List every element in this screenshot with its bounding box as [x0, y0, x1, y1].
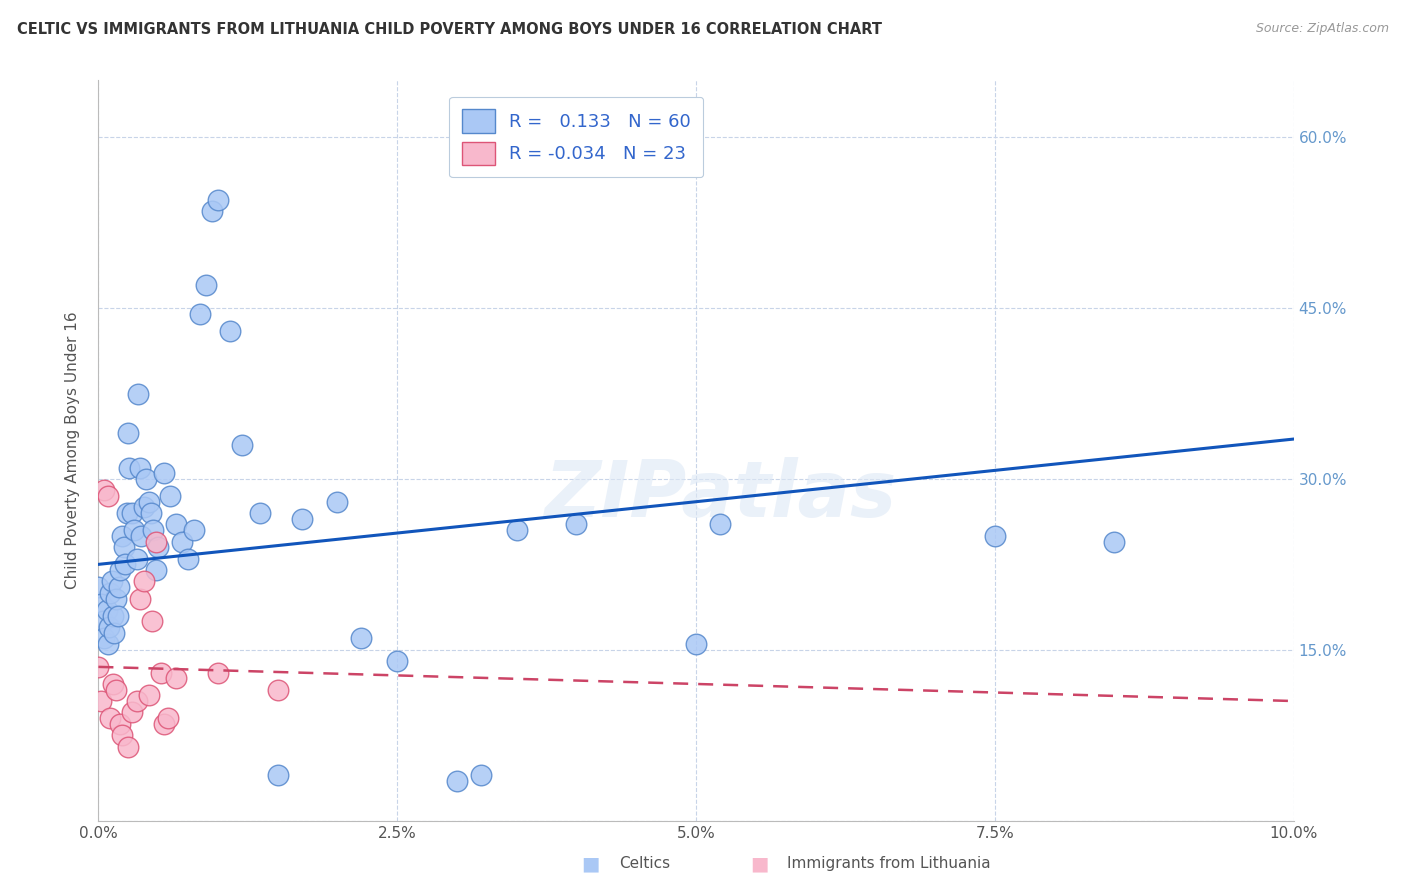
Point — [117, 426, 139, 441]
Point — [101, 608, 124, 623]
Point — [131, 529, 153, 543]
Point — [149, 665, 172, 680]
Point — [105, 682, 128, 697]
Point — [385, 654, 409, 668]
Point — [129, 591, 152, 606]
Point — [87, 580, 110, 594]
Point — [96, 603, 118, 617]
Point — [87, 660, 110, 674]
Point — [249, 506, 271, 520]
Point — [195, 278, 218, 293]
Point — [231, 438, 253, 452]
Point — [93, 632, 115, 646]
Point — [111, 529, 134, 543]
Point — [145, 563, 167, 577]
Point — [121, 506, 143, 520]
Point — [105, 591, 128, 606]
Point — [153, 467, 176, 481]
Point — [101, 677, 124, 691]
Point — [267, 682, 290, 697]
Point — [291, 512, 314, 526]
Point — [183, 523, 205, 537]
Point — [138, 494, 160, 508]
Point — [156, 711, 179, 725]
Point — [139, 506, 162, 520]
Point — [132, 500, 155, 515]
Point — [103, 625, 125, 640]
Point — [142, 523, 165, 537]
Point — [153, 716, 176, 731]
Point — [107, 608, 129, 623]
Point — [207, 665, 229, 680]
Point — [125, 694, 148, 708]
Point — [267, 768, 290, 782]
Point — [90, 694, 112, 708]
Point — [141, 615, 163, 629]
Point — [93, 483, 115, 498]
Point — [177, 551, 200, 566]
Text: Immigrants from Lithuania: Immigrants from Lithuania — [787, 856, 991, 871]
Point — [129, 460, 152, 475]
Point — [326, 494, 349, 508]
Point — [165, 517, 187, 532]
Point — [446, 773, 468, 788]
Point — [685, 637, 707, 651]
Point — [709, 517, 731, 532]
Point — [107, 580, 129, 594]
Point — [98, 586, 122, 600]
Point — [125, 551, 148, 566]
Point — [132, 574, 155, 589]
Point — [138, 689, 160, 703]
Point — [117, 739, 139, 754]
Point — [118, 460, 141, 475]
Point — [470, 768, 492, 782]
Point — [115, 506, 138, 520]
Point — [145, 534, 167, 549]
Point — [127, 386, 149, 401]
Point — [207, 193, 229, 207]
Point — [91, 615, 114, 629]
Text: ■: ■ — [581, 854, 600, 873]
Point — [201, 204, 224, 219]
Point — [108, 563, 131, 577]
Point — [97, 489, 120, 503]
Point — [565, 517, 588, 532]
Point — [219, 324, 242, 338]
Point — [984, 529, 1007, 543]
Point — [350, 632, 373, 646]
Point — [97, 637, 120, 651]
Point — [1104, 534, 1126, 549]
Text: Source: ZipAtlas.com: Source: ZipAtlas.com — [1256, 22, 1389, 36]
Point — [165, 671, 187, 685]
Point — [100, 574, 122, 589]
Point — [124, 523, 146, 537]
Point — [148, 541, 170, 555]
Point — [111, 728, 134, 742]
Point — [135, 472, 157, 486]
Text: Celtics: Celtics — [619, 856, 669, 871]
Point — [98, 711, 122, 725]
Point — [121, 706, 143, 720]
Point — [98, 620, 121, 634]
Text: ZIPatlas: ZIPatlas — [544, 457, 896, 533]
Point — [112, 541, 135, 555]
Point — [159, 489, 181, 503]
Point — [90, 597, 112, 611]
Point — [108, 716, 131, 731]
Point — [506, 523, 529, 537]
Point — [188, 307, 211, 321]
Text: ■: ■ — [749, 854, 769, 873]
Point — [172, 534, 194, 549]
Point — [114, 558, 136, 572]
Legend: R =   0.133   N = 60, R = -0.034   N = 23: R = 0.133 N = 60, R = -0.034 N = 23 — [450, 96, 703, 178]
Y-axis label: Child Poverty Among Boys Under 16: Child Poverty Among Boys Under 16 — [65, 311, 80, 590]
Text: CELTIC VS IMMIGRANTS FROM LITHUANIA CHILD POVERTY AMONG BOYS UNDER 16 CORRELATIO: CELTIC VS IMMIGRANTS FROM LITHUANIA CHIL… — [17, 22, 882, 37]
